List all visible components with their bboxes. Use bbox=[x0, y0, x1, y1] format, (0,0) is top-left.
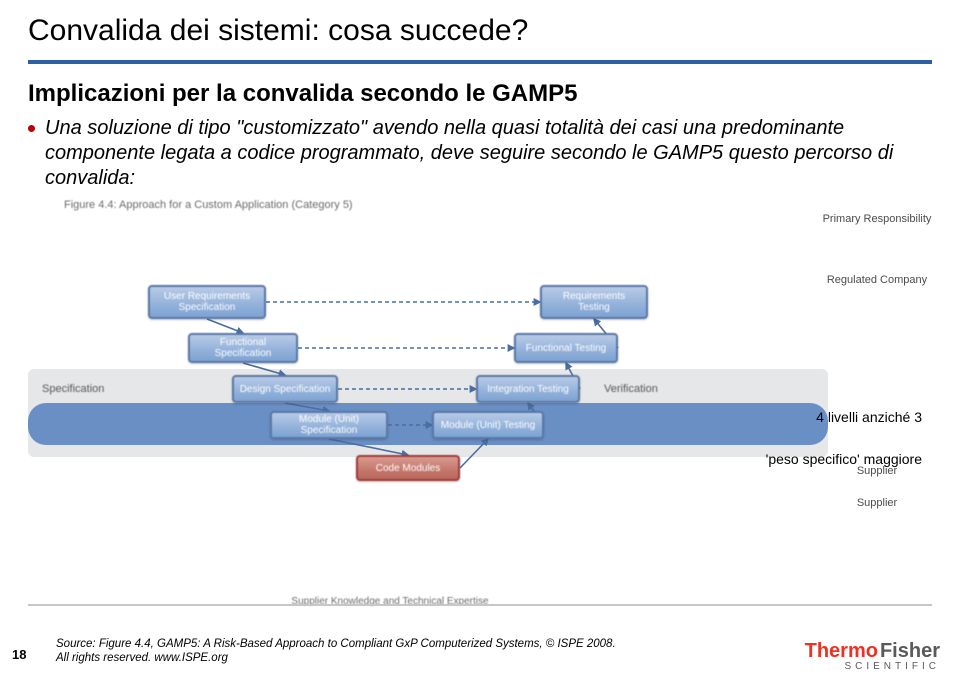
vmodel-node-rt: Requirements Testing bbox=[540, 285, 648, 319]
callout-levels: 4 livelli anziché 3 bbox=[816, 409, 922, 425]
logo-fisher-text: Fisher bbox=[880, 640, 940, 663]
slide: Convalida dei sistemi: cosa succede? Imp… bbox=[0, 0, 960, 684]
label-primary-responsibility: Primary Responsibility bbox=[822, 213, 932, 226]
vmodel-node-mus: Module (Unit) Specification bbox=[270, 411, 388, 439]
content-area: Implicazioni per la convalida secondo le… bbox=[0, 64, 960, 191]
source-citation: Source: Figure 4.4, GAMP5: A Risk-Based … bbox=[56, 638, 616, 666]
page-number: 18 bbox=[12, 647, 26, 662]
logo-thermo-text: Thermo bbox=[805, 640, 878, 663]
vmodel-node-urs: User Requirements Specification bbox=[148, 285, 266, 319]
vmodel-node-fs: Functional Specification bbox=[188, 333, 298, 363]
vmodel-node-ft: Functional Testing bbox=[514, 333, 618, 363]
side-label-verification: Verification bbox=[604, 383, 658, 395]
vmodel-node-it: Integration Testing bbox=[476, 375, 580, 403]
bullet-row: Una soluzione di tipo "customizzato" ave… bbox=[28, 116, 932, 191]
side-label-specification: Specification bbox=[42, 383, 104, 395]
subheading: Implicazioni per la convalida secondo le… bbox=[28, 80, 932, 108]
footer-rule bbox=[28, 604, 932, 606]
bullet-dot-icon bbox=[28, 125, 35, 132]
vmodel-node-ds: Design Specification bbox=[232, 375, 338, 403]
edge-urs-fs bbox=[207, 319, 243, 333]
footer-area: 18 Source: Figure 4.4, GAMP5: A Risk-Bas… bbox=[0, 612, 960, 684]
title-area: Convalida dei sistemi: cosa succede? bbox=[0, 0, 960, 54]
label-supplier-1: Supplier bbox=[822, 465, 932, 478]
figure-caption: Figure 4.4: Approach for a Custom Applic… bbox=[64, 199, 353, 211]
bullet-text: Una soluzione di tipo "customizzato" ave… bbox=[45, 116, 932, 191]
highlight-band-blue bbox=[28, 403, 828, 445]
callout-weight: 'peso specifico' maggiore bbox=[766, 451, 922, 467]
thermofisher-logo: Thermo Fisher SCIENTIFIC bbox=[805, 640, 940, 672]
slide-title: Convalida dei sistemi: cosa succede? bbox=[28, 14, 932, 48]
vmodel-node-code: Code Modules bbox=[356, 455, 460, 481]
gamp5-v-diagram: Figure 4.4: Approach for a Custom Applic… bbox=[28, 199, 932, 539]
label-supplier-2: Supplier bbox=[822, 497, 932, 510]
label-regulated-company: Regulated Company bbox=[822, 274, 932, 287]
vmodel-node-mut: Module (Unit) Testing bbox=[432, 411, 544, 439]
